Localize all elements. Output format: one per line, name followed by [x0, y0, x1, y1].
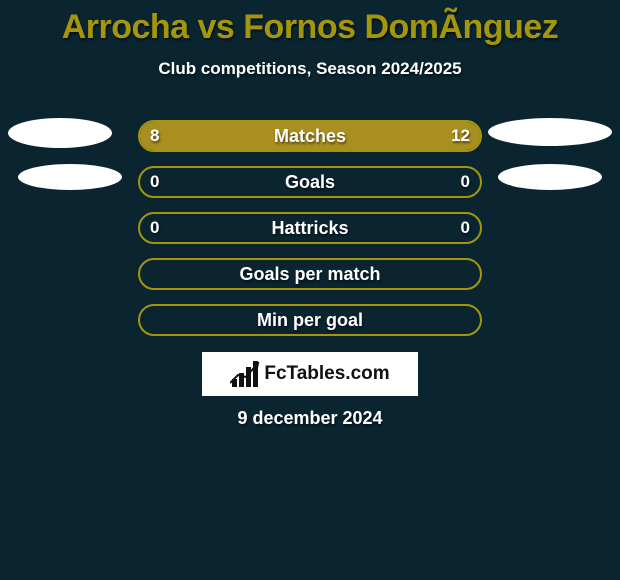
stat-bar-outline	[138, 212, 482, 244]
player-badge-right	[498, 164, 602, 190]
stat-value-left: 0	[150, 166, 159, 198]
stat-row-matches: Matches812	[0, 120, 620, 156]
stat-value-right: 0	[461, 212, 470, 244]
player-badge-right	[488, 118, 612, 146]
stat-bar-outline	[138, 304, 482, 336]
logo-bars-icon	[230, 361, 260, 387]
player-badge-left	[8, 118, 112, 148]
date-label: 9 december 2024	[0, 408, 620, 429]
stat-bar-outline	[138, 120, 482, 152]
stat-row-goals: Goals00	[0, 166, 620, 202]
stat-row-hattricks: Hattricks00	[0, 212, 620, 248]
stat-row-mpg: Min per goal	[0, 304, 620, 340]
stat-bar-fill-right	[276, 122, 480, 150]
stat-value-left: 8	[150, 120, 159, 152]
logo-box: FcTables.com	[202, 352, 418, 396]
stat-bar-fill-left	[140, 122, 276, 150]
stat-bar-outline	[138, 258, 482, 290]
logo-text: FcTables.com	[264, 363, 389, 385]
stat-value-left: 0	[150, 212, 159, 244]
page-title: Arrocha vs Fornos DomÃ­nguez	[0, 0, 620, 47]
comparison-rows: Matches812Goals00Hattricks00Goals per ma…	[0, 120, 620, 350]
page-subtitle: Club competitions, Season 2024/2025	[0, 59, 620, 79]
stat-value-right: 0	[461, 166, 470, 198]
stat-value-right: 12	[451, 120, 470, 152]
player-badge-left	[18, 164, 122, 190]
stat-bar-outline	[138, 166, 482, 198]
stat-row-gpm: Goals per match	[0, 258, 620, 294]
